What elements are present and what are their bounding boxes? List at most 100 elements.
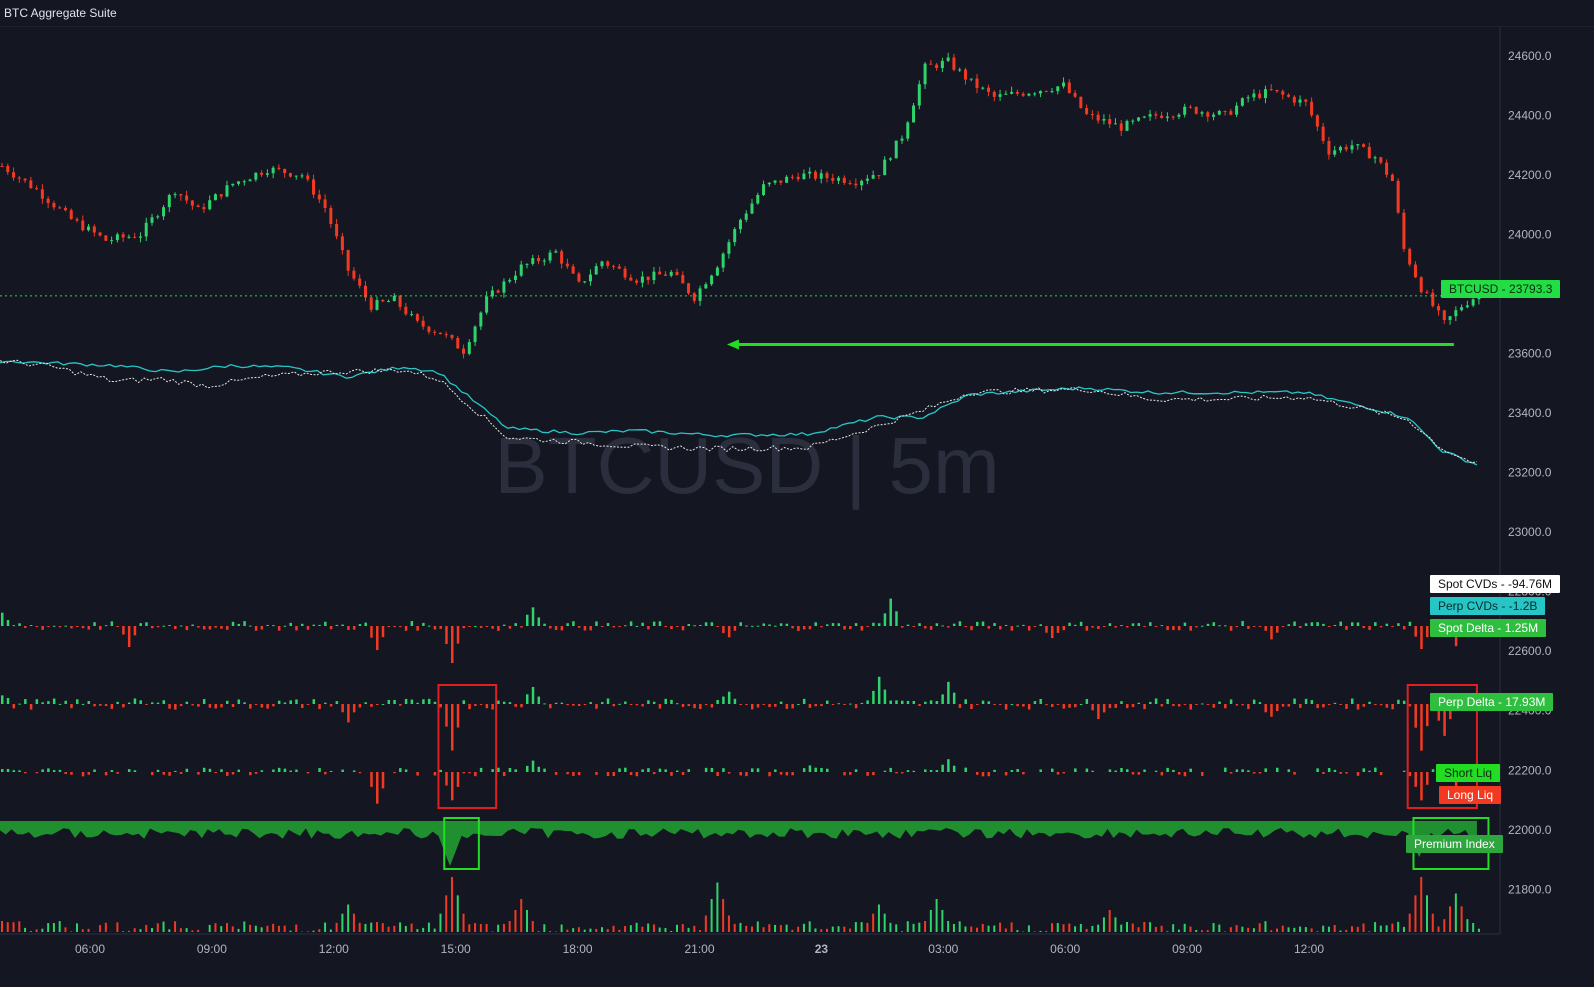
- perp-delta-bar: [468, 704, 471, 710]
- perp-delta-bar: [895, 700, 898, 704]
- perp-delta-bar: [1402, 700, 1406, 704]
- liquidation-bar: [1402, 770, 1406, 772]
- volume-bar: [1339, 930, 1342, 932]
- liquidation-bar: [1074, 768, 1077, 772]
- candle-body: [1315, 115, 1319, 127]
- perp-delta-bar: [237, 699, 241, 704]
- spot-delta-bar: [618, 626, 621, 627]
- liquidation-bar: [635, 772, 639, 777]
- liquidation-bar: [791, 772, 794, 776]
- candle-body: [1240, 98, 1244, 106]
- candle-body: [687, 283, 691, 294]
- spot-delta-bar: [1391, 626, 1394, 627]
- candle-body: [1096, 114, 1100, 121]
- legend-tag-spot-delta[interactable]: Spot Delta - 1.25M: [1430, 619, 1547, 637]
- liquidation-bar: [272, 769, 275, 772]
- candle-body: [260, 172, 264, 175]
- highlight-box-red: [437, 684, 498, 809]
- volume-bar: [1102, 917, 1105, 932]
- volume-bar: [1166, 930, 1169, 932]
- candle-body: [1390, 174, 1394, 181]
- perp-delta-bar: [347, 704, 350, 723]
- spot-delta-bar: [502, 624, 506, 626]
- liquidation-bar: [416, 772, 419, 776]
- spot-delta-bar: [1316, 622, 1319, 626]
- liquidation-bar: [647, 768, 650, 772]
- legend-tag-short-liq[interactable]: Short Liq: [1436, 764, 1501, 782]
- time-axis-label: 12:00: [319, 942, 349, 956]
- spot-delta-bar: [722, 626, 725, 634]
- liquidation-bar: [151, 772, 154, 776]
- legend-tag-long-liq[interactable]: Long Liq: [1439, 786, 1502, 804]
- spot-delta-bar: [347, 626, 350, 630]
- spot-delta-bar: [1333, 625, 1337, 627]
- liquidation-bar: [854, 769, 858, 772]
- perp-delta-bar: [35, 699, 39, 704]
- liquidation-bar: [710, 767, 714, 772]
- perp-delta-bar: [883, 689, 887, 704]
- perp-delta-bar: [404, 698, 408, 704]
- candle-body: [1044, 90, 1048, 92]
- volume-bar: [1027, 925, 1030, 932]
- legend-tag-premium-index[interactable]: Premium Index: [1406, 835, 1503, 853]
- liquidation-bar: [1189, 768, 1192, 772]
- volume-bar: [1258, 923, 1261, 932]
- candle-body: [1062, 82, 1066, 87]
- legend-tag-spot-cvds[interactable]: Spot CVDs - -94.76M: [1430, 575, 1561, 593]
- perp-delta-bar: [854, 704, 858, 709]
- spot-delta-bar: [237, 623, 241, 626]
- liquidation-bar: [1431, 769, 1435, 772]
- spot-delta-bar: [1102, 626, 1106, 627]
- spot-delta-bar: [1085, 626, 1089, 631]
- volume-bar: [1045, 930, 1048, 932]
- perp-delta-bar: [779, 701, 783, 704]
- perp-delta-bar: [283, 702, 287, 704]
- volume-bar: [156, 923, 159, 932]
- perp-delta-bar: [306, 704, 310, 705]
- spot-delta-bar: [1062, 626, 1066, 631]
- spot-delta-bar: [162, 625, 166, 627]
- spot-delta-bar: [716, 626, 719, 627]
- perp-delta-bar: [456, 704, 460, 728]
- spot-delta-bar: [1, 612, 4, 626]
- legend-tag-perp-cvds[interactable]: Perp CVDs - -1.2B: [1430, 597, 1546, 615]
- perp-delta-bar: [1385, 704, 1389, 708]
- perp-delta-bar: [433, 701, 437, 704]
- candle-body: [969, 78, 973, 80]
- volume-bar: [24, 927, 27, 932]
- spot-delta-bar: [376, 626, 379, 651]
- perp-delta-bar: [427, 698, 431, 704]
- candle-body: [196, 205, 200, 208]
- perp-delta-bar: [1010, 703, 1014, 705]
- candle-body: [727, 242, 731, 254]
- liquidation-bar: [531, 760, 535, 772]
- perp-delta-bar: [1397, 699, 1400, 704]
- spot-delta-bar: [110, 621, 114, 626]
- perp-delta-bar: [243, 702, 246, 704]
- volume-bar: [370, 922, 373, 932]
- volume-bar: [895, 924, 898, 932]
- candle-body: [871, 175, 875, 179]
- legend-tag-perp-delta[interactable]: Perp Delta - 17.93M: [1430, 693, 1554, 711]
- spot-delta-bar: [854, 623, 858, 626]
- spot-delta-bar: [404, 626, 408, 631]
- legend-tag-btcusd[interactable]: BTCUSD - 23793.3: [1441, 280, 1561, 298]
- volume-bar: [958, 921, 961, 932]
- spot-delta-bar: [1154, 626, 1158, 627]
- volume-bar: [18, 921, 21, 932]
- liquidation-bar: [1183, 772, 1187, 777]
- candle-body: [669, 271, 673, 276]
- candle-body: [1362, 144, 1366, 147]
- candle-body: [894, 140, 898, 159]
- price-chart[interactable]: BTCUSD | 5m 24600.0 24400.0 24200.0 24000.0 2…: [0, 26, 1594, 987]
- volume-bar: [468, 924, 471, 932]
- spot-delta-bar: [624, 625, 627, 627]
- perp-delta-bar: [647, 700, 650, 704]
- candle-body: [1177, 114, 1181, 117]
- spot-delta-bar: [872, 622, 875, 626]
- perp-delta-bar: [583, 704, 587, 705]
- candle-body: [115, 234, 119, 241]
- volume-bar: [693, 925, 696, 932]
- liquidation-bar: [901, 772, 904, 774]
- volume-bar: [226, 923, 228, 932]
